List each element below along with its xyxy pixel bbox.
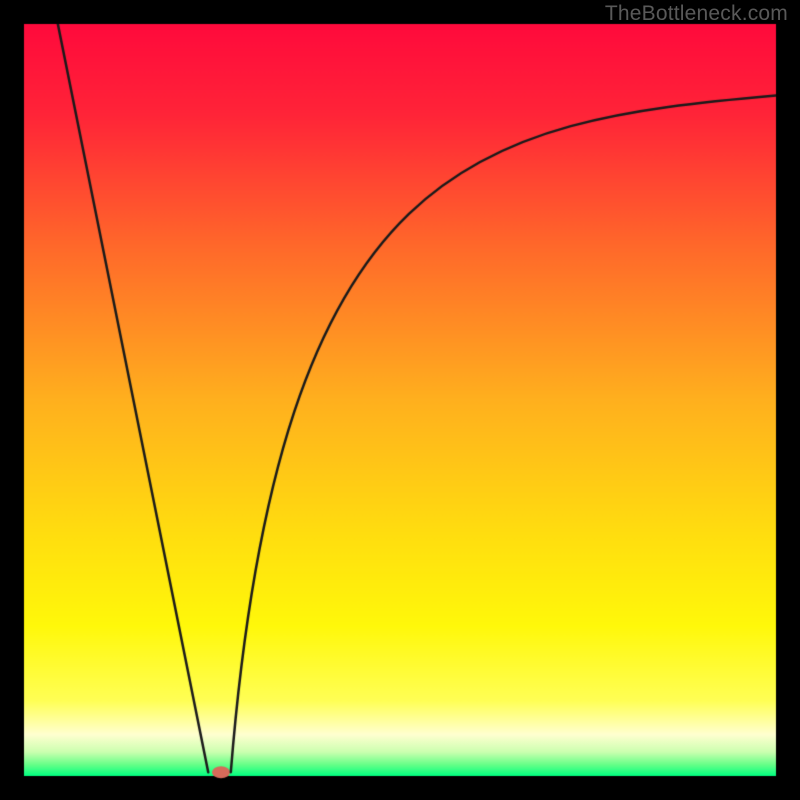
bottleneck-chart [0, 0, 800, 800]
chart-container: TheBottleneck.com [0, 0, 800, 800]
attribution-text: TheBottleneck.com [605, 2, 788, 26]
